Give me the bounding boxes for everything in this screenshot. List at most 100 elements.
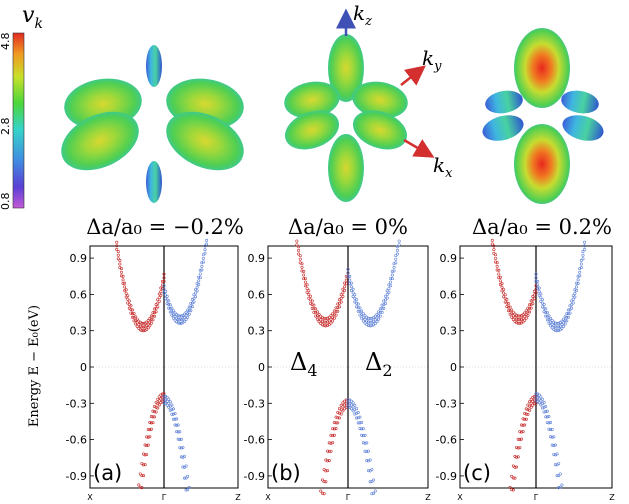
band-point [319, 314, 323, 318]
band-point [154, 303, 158, 307]
band-point [184, 488, 188, 492]
band-point [151, 314, 155, 318]
band-point [189, 305, 193, 309]
band-point [178, 314, 182, 318]
band-point [179, 455, 183, 459]
band-point [361, 434, 365, 438]
band-point [129, 307, 133, 311]
x-tick-label: X [87, 493, 93, 502]
band-point [565, 319, 569, 323]
band-point [329, 317, 333, 321]
band-point [320, 491, 324, 495]
band-point [119, 267, 123, 271]
band-point [295, 243, 299, 247]
band-point [186, 488, 190, 492]
band-point [542, 310, 546, 314]
band-point [159, 286, 163, 290]
band-point [126, 294, 130, 298]
band-point [397, 243, 401, 247]
band-point [524, 309, 528, 313]
band-point [565, 315, 569, 319]
band-point [537, 393, 541, 397]
band-point [571, 301, 575, 305]
band-point [372, 478, 376, 482]
band-point [558, 472, 562, 476]
band-point [528, 303, 532, 307]
band-point [343, 399, 347, 403]
band-point [156, 298, 160, 302]
band-point [314, 310, 318, 314]
band-point [579, 258, 583, 262]
band-point [179, 318, 183, 322]
band-point [140, 321, 144, 325]
band-point [363, 317, 367, 321]
band-point [162, 272, 166, 276]
band-point [157, 399, 161, 403]
band-point [176, 317, 180, 321]
band-point [505, 297, 509, 301]
band-point [126, 297, 130, 301]
band-point [385, 289, 389, 293]
band-point [341, 294, 345, 298]
panel-label: (c) [463, 461, 491, 485]
band-point [187, 309, 191, 313]
valley-ellipsoid [146, 161, 162, 203]
band-point [511, 310, 515, 314]
band-point [179, 437, 183, 441]
band-point [129, 311, 133, 315]
band-point [341, 405, 345, 409]
band-point [148, 428, 152, 432]
band-point [124, 291, 128, 295]
band-point [116, 250, 120, 254]
band-point [534, 272, 538, 276]
band-point [365, 458, 369, 462]
y-tick-label: 0 [450, 361, 457, 374]
x-tick-label: Z [425, 493, 431, 502]
band-point [534, 395, 538, 399]
band-point [303, 280, 307, 284]
band-point [518, 430, 522, 434]
band-point [162, 401, 166, 405]
band-point [349, 281, 353, 285]
band-point [175, 417, 179, 421]
band-point [337, 298, 341, 302]
band-point [346, 401, 350, 405]
band-point [518, 314, 522, 318]
strain-title-a: Δa/a₀ = −0.2% [86, 215, 244, 239]
band-point [524, 312, 528, 316]
band-point [555, 463, 559, 467]
band-point [550, 319, 554, 323]
band-point [515, 465, 519, 469]
band-point [182, 476, 186, 480]
band-point [341, 291, 345, 295]
band-point [395, 252, 399, 256]
band-point [540, 397, 544, 401]
band-point [130, 315, 134, 319]
band-point [339, 412, 343, 416]
band-point [135, 317, 139, 321]
band-point [553, 453, 557, 457]
valley-ellipsoid [352, 81, 408, 119]
band-point [368, 324, 372, 328]
band-point [165, 302, 169, 306]
band-point [295, 239, 299, 243]
band-point [151, 409, 155, 413]
band-point [124, 288, 128, 292]
band-point [363, 314, 367, 318]
band-point [528, 400, 532, 404]
band-point [549, 320, 553, 324]
band-point [531, 395, 535, 399]
colorbar: vk 4.8 2.8 0.8 [0, 3, 43, 210]
band-point [148, 320, 152, 324]
band-point [498, 275, 502, 279]
band-point [555, 321, 559, 325]
band-point [119, 270, 123, 274]
band-point [314, 307, 318, 311]
band-point [492, 244, 496, 248]
band-point [307, 292, 311, 296]
band-point [337, 411, 341, 415]
band-point [124, 295, 128, 299]
band-point [138, 472, 142, 476]
band-point [312, 310, 316, 314]
band-point [505, 301, 509, 305]
